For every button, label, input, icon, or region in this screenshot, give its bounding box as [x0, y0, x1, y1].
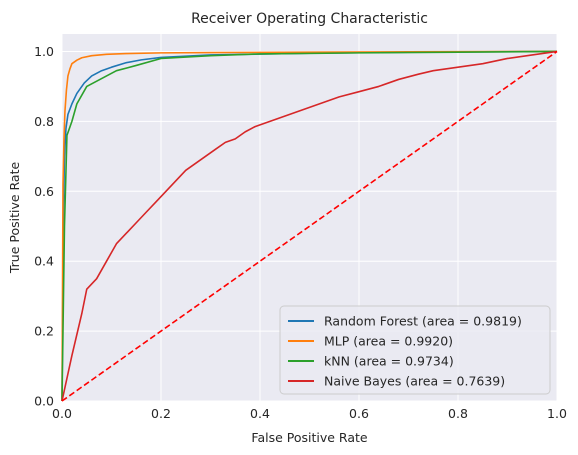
legend-label-2: kNN (area = 0.9734): [324, 354, 454, 369]
y-tick-label: 0.8: [34, 114, 54, 129]
x-tick-label: 0.2: [151, 406, 171, 421]
chart-title: Receiver Operating Characteristic: [191, 11, 428, 27]
x-tick-label: 0.6: [349, 406, 369, 421]
legend-label-3: Naive Bayes (area = 0.7639): [324, 374, 505, 389]
legend: Random Forest (area = 0.9819) MLP (area =…: [279, 305, 551, 395]
legend-label-0: Random Forest (area = 0.9819): [324, 314, 522, 329]
series-layer: [61, 50, 558, 402]
x-axis-label: False Positive Rate: [251, 430, 367, 445]
x-tick-label: 0.0: [52, 406, 72, 421]
ticks-layer: 0.0 0.2 0.4 0.6 0.8 1.0 0.0 0.2 0.4 0.6 0.8 1.0: [34, 44, 567, 421]
y-tick-label: 1.0: [34, 44, 54, 59]
series-line-2: [61, 50, 558, 402]
series-line-3: [61, 50, 558, 402]
grid: [61, 34, 558, 402]
legend-box: [279, 305, 551, 395]
y-tick-label: 0.6: [34, 184, 54, 199]
series-line-1: [61, 50, 558, 402]
x-tick-label: 0.4: [250, 406, 270, 421]
y-axis-label: True Positive Rate: [7, 162, 22, 275]
legend-label-1: MLP (area = 0.9920): [324, 334, 453, 349]
diagonal-reference-line: [61, 50, 558, 402]
x-tick-label: 0.8: [448, 406, 468, 421]
y-tick-label: 0.2: [34, 324, 54, 339]
y-tick-label: 0.0: [34, 394, 54, 409]
x-tick-label: 1.0: [547, 406, 567, 421]
y-tick-label: 0.4: [34, 254, 54, 269]
